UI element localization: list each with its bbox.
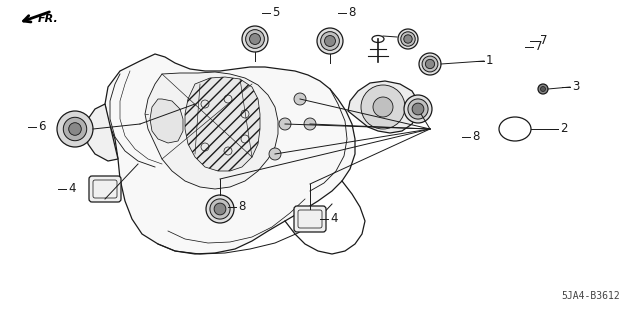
Circle shape [426, 59, 435, 69]
Text: 1: 1 [486, 55, 493, 68]
Text: FR.: FR. [38, 14, 59, 24]
Circle shape [68, 123, 81, 135]
Circle shape [422, 56, 438, 72]
Text: 4: 4 [330, 212, 337, 226]
Text: 7: 7 [540, 34, 547, 48]
Circle shape [279, 118, 291, 130]
Text: 4: 4 [68, 182, 76, 196]
Text: 5: 5 [272, 6, 280, 19]
Circle shape [361, 85, 405, 129]
Polygon shape [85, 104, 118, 161]
Text: 8: 8 [472, 130, 479, 144]
Text: 7: 7 [535, 41, 543, 54]
Text: 2: 2 [560, 122, 568, 136]
Circle shape [408, 99, 428, 119]
Circle shape [269, 148, 281, 160]
Text: 6: 6 [38, 121, 45, 133]
Circle shape [373, 97, 393, 117]
Circle shape [246, 30, 264, 48]
FancyBboxPatch shape [294, 206, 326, 232]
Text: 8: 8 [348, 6, 355, 19]
Circle shape [404, 35, 412, 43]
FancyBboxPatch shape [89, 176, 121, 202]
Text: 8: 8 [238, 201, 245, 213]
Circle shape [210, 199, 230, 219]
Circle shape [324, 35, 335, 47]
Circle shape [294, 93, 306, 105]
Circle shape [57, 111, 93, 147]
Circle shape [250, 33, 260, 44]
Circle shape [398, 29, 418, 49]
Circle shape [412, 103, 424, 115]
Polygon shape [150, 99, 183, 143]
Text: 5JA4-B3612: 5JA4-B3612 [561, 291, 620, 301]
Polygon shape [105, 54, 355, 254]
Circle shape [63, 117, 86, 141]
Circle shape [206, 195, 234, 223]
Circle shape [304, 118, 316, 130]
Circle shape [401, 32, 415, 46]
Circle shape [538, 84, 548, 94]
Polygon shape [145, 72, 278, 189]
Circle shape [404, 95, 432, 123]
Circle shape [321, 32, 339, 50]
Circle shape [242, 26, 268, 52]
Polygon shape [185, 77, 260, 171]
Text: 3: 3 [572, 80, 579, 93]
Circle shape [419, 53, 441, 75]
Circle shape [541, 86, 545, 92]
Polygon shape [348, 81, 418, 133]
Circle shape [317, 28, 343, 54]
Circle shape [214, 203, 226, 215]
